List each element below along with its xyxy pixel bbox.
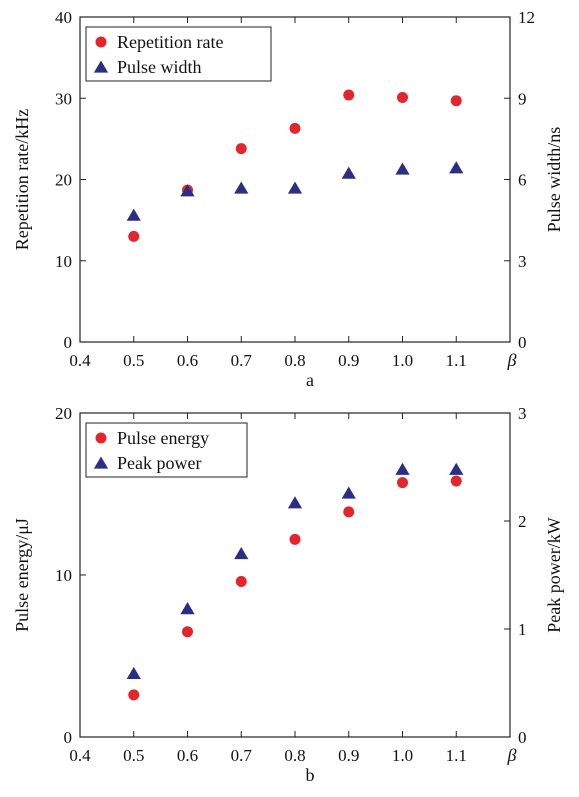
- chart-panel-a: 0.4 0.5 0.6 0.7 0.8 0.9 1.0 1.1 β010203040036912…: [12, 8, 564, 390]
- legend: Pulse energy Peak power: [85, 422, 248, 478]
- data-point-pulse-energy: [235, 575, 247, 587]
- legend-label: Repetition rate: [117, 32, 223, 52]
- data-point-peak-power: [341, 486, 356, 499]
- data-point-peak-power: [180, 602, 195, 615]
- panel-label: b: [306, 765, 315, 785]
- y-left-axis-label: Repetition rate/kHz: [12, 109, 32, 250]
- data-point-pulse-energy: [450, 475, 462, 487]
- x-tick-label: 0.9: [338, 351, 359, 370]
- x-tick-label: 1.1: [446, 746, 467, 765]
- x-tick-label: 0.4: [69, 351, 91, 370]
- data-point-pulse-energy: [397, 477, 408, 489]
- y-right-tick-label: 12: [518, 8, 535, 27]
- y-left-tick-label: 10: [55, 252, 72, 271]
- x-tick-label: 0.8: [284, 351, 305, 370]
- legend-label: Pulse width: [117, 57, 202, 77]
- legend-label: Peak power: [117, 453, 201, 473]
- y-right-tick-label: 2: [518, 512, 527, 531]
- x-tick-label: 0.7: [231, 351, 253, 370]
- x-tick-label: 0.4: [69, 746, 91, 765]
- data-point-pulse-width: [449, 161, 464, 174]
- legend: Repetition rate Pulse width: [85, 26, 272, 82]
- panel-label: a: [306, 370, 314, 390]
- data-point-repetition-rate: [235, 143, 247, 155]
- data-point-pulse-width: [287, 181, 303, 194]
- y-right-tick-label: 3: [518, 252, 527, 271]
- y-right-tick-label: 9: [518, 89, 527, 108]
- x-tick-label: 1.1: [446, 351, 467, 370]
- data-point-pulse-energy: [128, 689, 140, 701]
- x-axis-label: β: [507, 745, 517, 765]
- x-tick-label: 0.5: [123, 746, 144, 765]
- data-point-peak-power: [449, 462, 464, 475]
- y-right-axis-label: Pulse width/ns: [544, 127, 564, 233]
- y-right-axis-label: Peak power/kW: [544, 517, 564, 632]
- data-point-repetition-rate: [343, 89, 355, 101]
- data-point-pulse-width: [234, 181, 249, 194]
- data-point-repetition-rate: [289, 122, 301, 134]
- x-tick-label: 1.0: [392, 351, 413, 370]
- data-point-pulse-width: [126, 208, 141, 221]
- data-point-repetition-rate: [128, 230, 140, 242]
- y-right-tick-label: 0: [518, 333, 527, 352]
- y-right-tick-label: 1: [518, 620, 527, 639]
- data-point-repetition-rate: [450, 95, 462, 107]
- legend-marker-circle: [95, 432, 107, 444]
- y-left-tick-label: 0: [64, 333, 73, 352]
- y-right-tick-label: 3: [518, 404, 527, 423]
- x-tick-label: 0.9: [338, 746, 359, 765]
- data-point-repetition-rate: [397, 91, 408, 103]
- legend-marker-circle: [95, 36, 107, 48]
- data-point-pulse-energy: [182, 626, 193, 638]
- y-left-tick-label: 0: [64, 728, 73, 747]
- x-tick-label: 0.6: [177, 351, 198, 370]
- legend-box: [85, 422, 248, 478]
- data-point-pulse-energy: [289, 533, 301, 545]
- y-left-tick-label: 20: [55, 171, 72, 190]
- y-left-tick-label: 20: [55, 404, 72, 423]
- data-point-pulse-width: [180, 184, 195, 197]
- data-point-peak-power: [234, 546, 249, 560]
- x-tick-label: 0.8: [284, 746, 305, 765]
- x-tick-label: 0.5: [123, 351, 144, 370]
- legend-label: Pulse energy: [117, 428, 209, 448]
- y-right-tick-label: 0: [518, 728, 527, 747]
- data-point-pulse-width: [341, 166, 356, 179]
- y-left-tick-label: 30: [55, 89, 72, 108]
- data-point-peak-power: [395, 462, 410, 475]
- y-left-tick-label: 40: [55, 8, 72, 27]
- data-point-peak-power: [126, 666, 141, 680]
- legend-marker-triangle: [93, 60, 109, 73]
- data-point-pulse-energy: [343, 506, 355, 518]
- data-point-peak-power: [287, 496, 303, 509]
- x-axis-label: β: [507, 350, 517, 370]
- x-tick-label: 1.0: [392, 746, 413, 765]
- y-left-axis-label: Pulse energy/μJ: [12, 518, 32, 632]
- y-left-tick-label: 10: [55, 566, 72, 585]
- data-point-pulse-width: [395, 162, 410, 175]
- legend-marker-triangle: [93, 456, 109, 469]
- x-tick-label: 0.7: [231, 746, 253, 765]
- x-tick-label: 0.6: [177, 746, 198, 765]
- chart-panel-b: 0.4 0.5 0.6 0.7 0.8 0.9 1.0 1.1 β010200123Pulse …: [12, 404, 564, 785]
- y-right-tick-label: 6: [518, 171, 527, 190]
- legend-box: [85, 26, 272, 82]
